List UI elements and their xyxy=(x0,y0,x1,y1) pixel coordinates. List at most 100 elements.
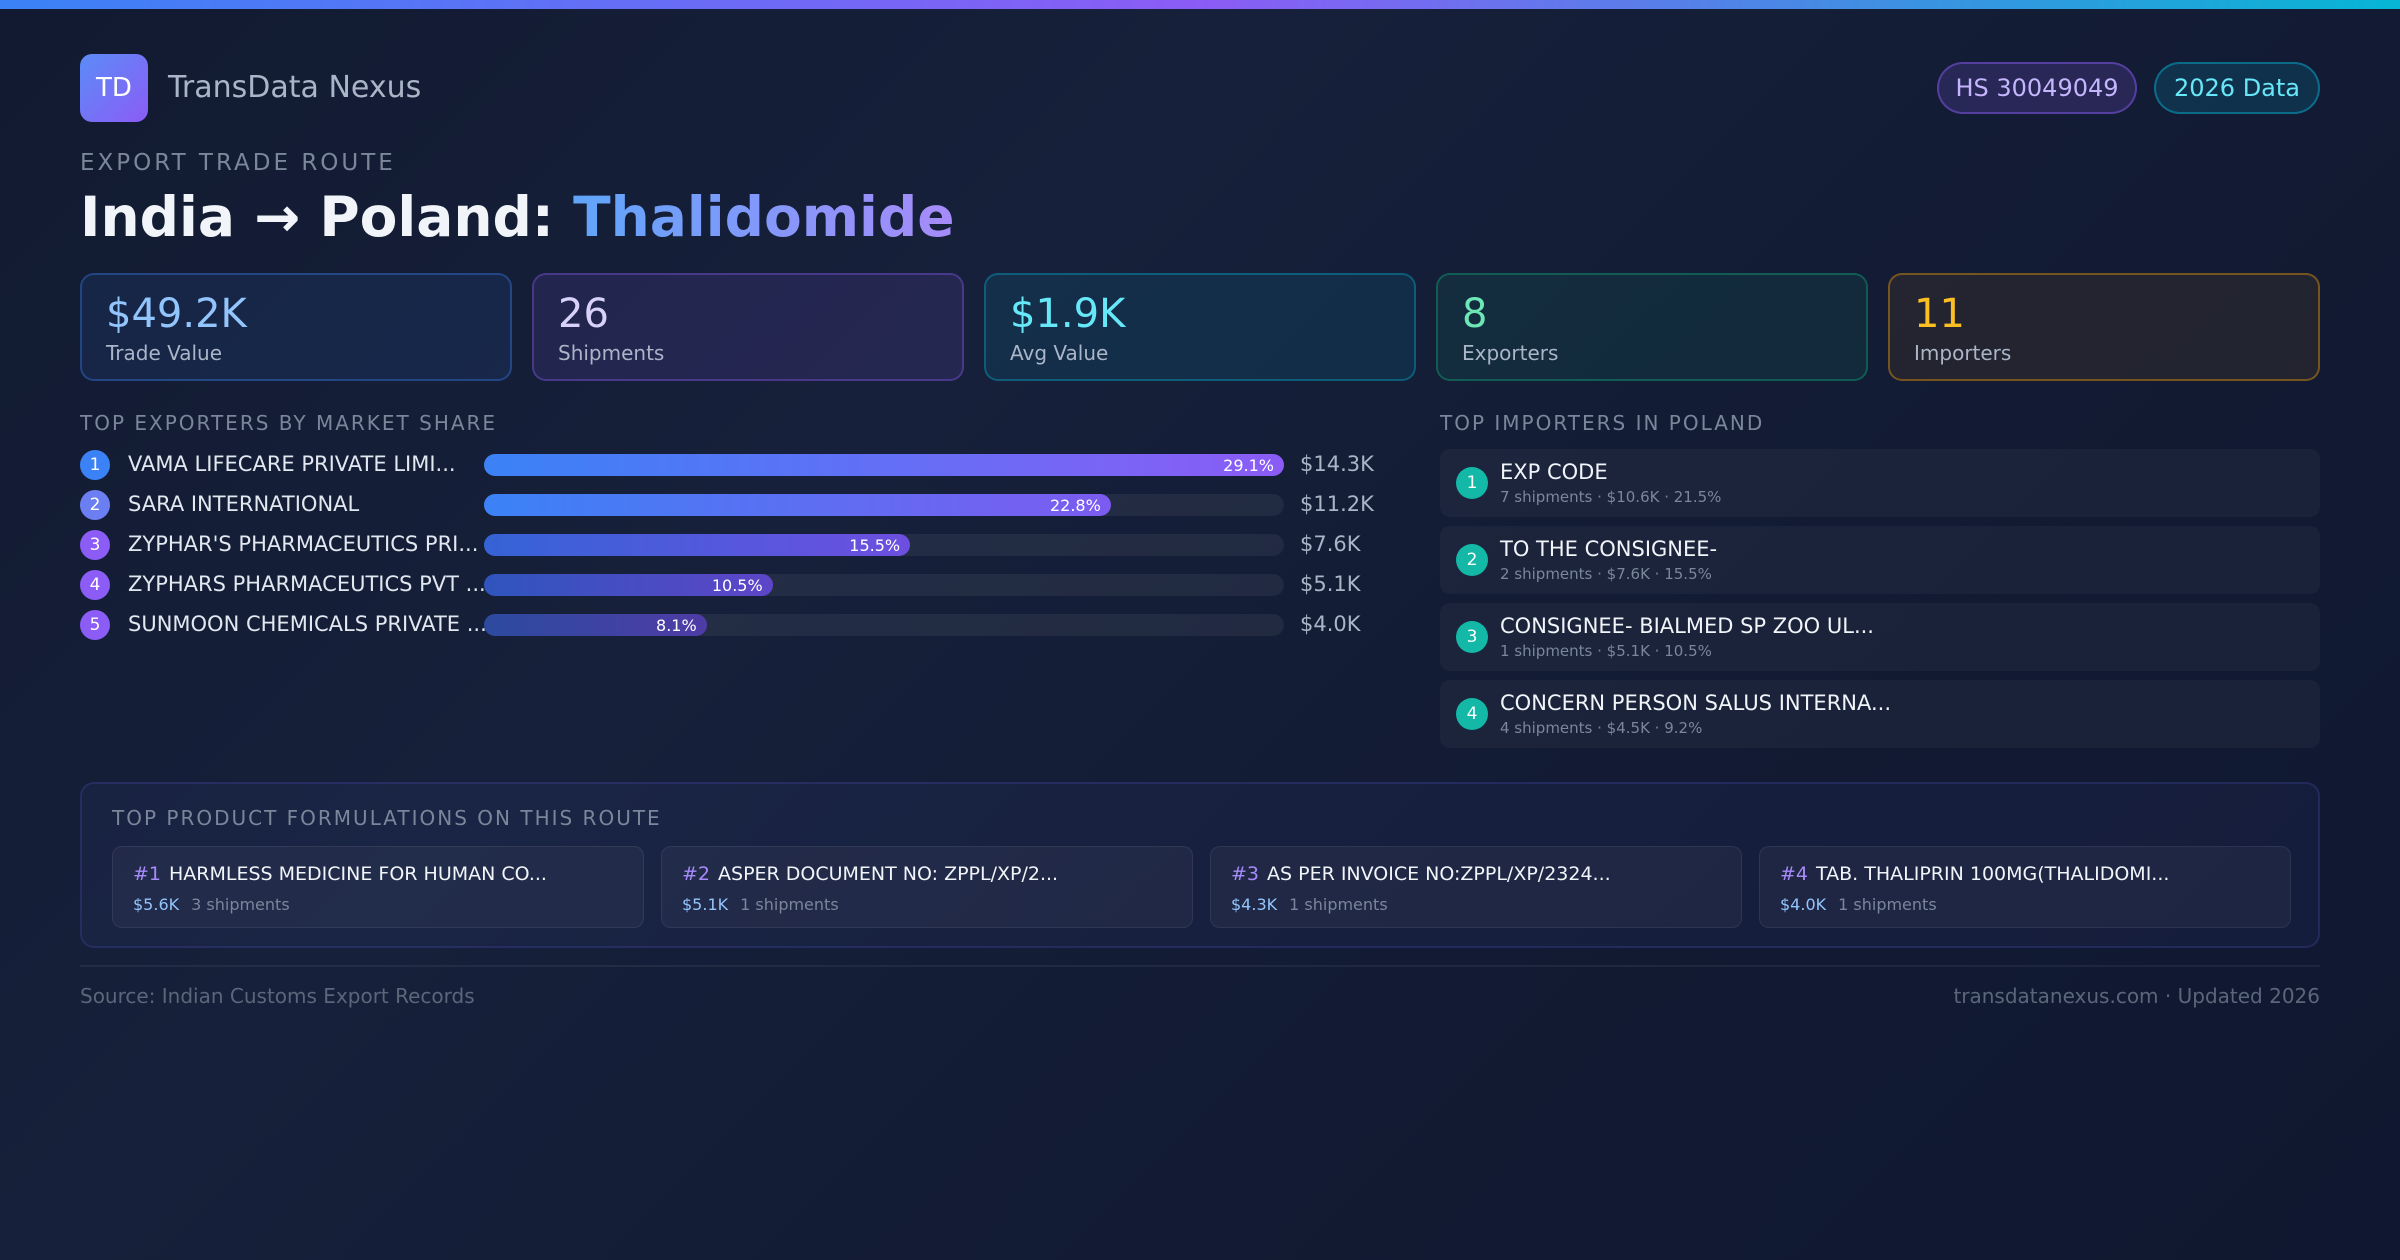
stat-label: Shipments xyxy=(558,341,665,365)
formulation-name: HARMLESS MEDICINE FOR HUMAN CO... xyxy=(169,863,547,885)
exporter-row[interactable]: 1 VAMA LIFECARE PRIVATE LIMI... 29.1% $1… xyxy=(80,450,1440,480)
data-year-badge[interactable]: 2026 Data xyxy=(2154,62,2320,114)
formulation-value: $5.6K xyxy=(133,895,180,914)
exporter-row[interactable]: 5 SUNMOON CHEMICALS PRIVATE ... 8.1% $4.… xyxy=(80,610,1440,640)
share-label: 29.1% xyxy=(1223,455,1274,475)
formulation-name: ASPER DOCUMENT NO: ZPPL/XP/2... xyxy=(718,863,1059,885)
importers-section-title: TOP IMPORTERS IN POLAND xyxy=(1440,411,1765,435)
importer-card[interactable]: 3 CONSIGNEE- BIALMED SP ZOO UL... 1 ship… xyxy=(1440,603,2320,671)
rank-badge: 2 xyxy=(80,490,110,520)
dashboard-page: TD TransData Nexus HS 30049049 2026 Data… xyxy=(80,0,2320,1260)
formulation-card[interactable]: #1 HARMLESS MEDICINE FOR HUMAN CO... $5.6… xyxy=(112,846,644,928)
exporter-name: VAMA LIFECARE PRIVATE LIMI... xyxy=(128,452,456,476)
formulation-value: $4.3K xyxy=(1231,895,1278,914)
formulation-meta: $4.0K 1 shipments xyxy=(1780,895,1937,914)
exporter-name: ZYPHARS PHARMACEUTICS PVT ... xyxy=(128,572,486,596)
formulation-value: $5.1K xyxy=(682,895,729,914)
page-title: India → Poland: Thalidomide xyxy=(80,185,955,249)
stat-value: 26 xyxy=(558,291,609,337)
importer-card[interactable]: 1 EXP CODE 7 shipments · $10.6K · 21.5% xyxy=(1440,449,2320,517)
importer-card[interactable]: 2 TO THE CONSIGNEE- 2 shipments · $7.6K … xyxy=(1440,526,2320,594)
formulations-section-title: TOP PRODUCT FORMULATIONS ON THIS ROUTE xyxy=(112,806,662,830)
rank-badge: 3 xyxy=(1456,621,1488,653)
exporter-value: $14.3K xyxy=(1300,452,1374,476)
rank-badge: 5 xyxy=(80,610,110,640)
stat-value: 11 xyxy=(1914,291,1965,337)
rank-badge: 2 xyxy=(1456,544,1488,576)
stat-card-shipments: 26 Shipments xyxy=(532,273,964,381)
formulation-shipments: 1 shipments xyxy=(1838,895,1937,914)
brand-name[interactable]: TransData Nexus xyxy=(168,70,422,105)
share-bar-track: 22.8% xyxy=(484,494,1284,516)
rank-badge: 4 xyxy=(80,570,110,600)
stat-card-trade-value: $49.2K Trade Value xyxy=(80,273,512,381)
formulation-value: $4.0K xyxy=(1780,895,1827,914)
formulation-meta: $5.1K 1 shipments xyxy=(682,895,839,914)
formulation-title: #2 ASPER DOCUMENT NO: ZPPL/XP/2... xyxy=(682,863,1058,885)
exporter-name: SUNMOON CHEMICALS PRIVATE ... xyxy=(128,612,487,636)
route-text: India → Poland: xyxy=(80,185,554,249)
formulation-name: TAB. THALIPRIN 100MG(THALIDOMI... xyxy=(1816,863,2170,885)
exporter-value: $5.1K xyxy=(1300,572,1361,596)
formulation-title: #1 HARMLESS MEDICINE FOR HUMAN CO... xyxy=(133,863,547,885)
exporter-value: $11.2K xyxy=(1300,492,1374,516)
exporter-row[interactable]: 2 SARA INTERNATIONAL 22.8% $11.2K xyxy=(80,490,1440,520)
share-label: 8.1% xyxy=(656,615,697,635)
importer-meta: 4 shipments · $4.5K · 9.2% xyxy=(1500,719,1703,737)
footer-site-link[interactable]: transdatanexus.com · Updated 2026 xyxy=(1953,984,2320,1008)
stat-value: 8 xyxy=(1462,291,1488,337)
header: TD TransData Nexus HS 30049049 2026 Data xyxy=(80,54,2320,122)
stat-card-exporters: 8 Exporters xyxy=(1436,273,1868,381)
brand-logo-text: TD xyxy=(96,73,132,103)
share-bar-fill: 15.5% xyxy=(484,534,911,556)
share-bar-fill: 29.1% xyxy=(484,454,1284,476)
importer-meta: 7 shipments · $10.6K · 21.5% xyxy=(1500,488,1722,506)
formulation-rank: #1 xyxy=(133,863,162,885)
importer-meta: 1 shipments · $5.1K · 10.5% xyxy=(1500,642,1712,660)
formulation-card[interactable]: #2 ASPER DOCUMENT NO: ZPPL/XP/2... $5.1K 1… xyxy=(661,846,1193,928)
rank-badge: 4 xyxy=(1456,698,1488,730)
stat-card-importers: 11 Importers xyxy=(1888,273,2320,381)
formulation-shipments: 1 shipments xyxy=(1289,895,1388,914)
stat-value: $1.9K xyxy=(1010,291,1126,337)
importer-name: CONCERN PERSON SALUS INTERNA... xyxy=(1500,691,1892,715)
rank-badge: 3 xyxy=(80,530,110,560)
stat-label: Avg Value xyxy=(1010,341,1109,365)
page-eyebrow: EXPORT TRADE ROUTE xyxy=(80,150,396,176)
formulation-rank: #2 xyxy=(682,863,711,885)
share-label: 22.8% xyxy=(1049,495,1101,515)
footer-source: Source: Indian Customs Export Records xyxy=(80,984,475,1008)
formulation-name: AS PER INVOICE NO:ZPPL/XP/2324... xyxy=(1267,863,1611,885)
formulation-meta: $4.3K 1 shipments xyxy=(1231,895,1388,914)
stat-label: Importers xyxy=(1914,341,2012,365)
stat-label: Exporters xyxy=(1462,341,1559,365)
share-bar-fill: 10.5% xyxy=(484,574,773,596)
formulation-rank: #3 xyxy=(1231,863,1260,885)
stat-value: $49.2K xyxy=(106,291,247,337)
exporter-row[interactable]: 4 ZYPHARS PHARMACEUTICS PVT ... 10.5% $5… xyxy=(80,570,1440,600)
importer-name: CONSIGNEE- BIALMED SP ZOO UL... xyxy=(1500,614,1874,638)
hs-code-badge[interactable]: HS 30049049 xyxy=(1937,62,2137,114)
stat-label: Trade Value xyxy=(106,341,223,365)
formulation-title: #4 TAB. THALIPRIN 100MG(THALIDOMI... xyxy=(1780,863,2169,885)
brand-logo[interactable]: TD xyxy=(80,54,148,122)
importer-name: EXP CODE xyxy=(1500,460,1608,484)
share-label: 15.5% xyxy=(849,535,901,555)
share-label: 10.5% xyxy=(711,575,763,595)
importer-card[interactable]: 4 CONCERN PERSON SALUS INTERNA... 4 ship… xyxy=(1440,680,2320,748)
product-name: Thalidomide xyxy=(573,185,955,249)
formulation-shipments: 1 shipments xyxy=(740,895,839,914)
footer-divider xyxy=(80,965,2320,967)
importer-meta: 2 shipments · $7.6K · 15.5% xyxy=(1500,565,1712,583)
share-bar-fill: 8.1% xyxy=(484,614,707,636)
share-bar-track: 10.5% xyxy=(484,574,1284,596)
exporter-value: $7.6K xyxy=(1300,532,1361,556)
exporter-name: SARA INTERNATIONAL xyxy=(128,492,360,516)
stat-card-avg-value: $1.9K Avg Value xyxy=(984,273,1416,381)
formulation-card[interactable]: #3 AS PER INVOICE NO:ZPPL/XP/2324... $4.3… xyxy=(1210,846,1742,928)
formulation-shipments: 3 shipments xyxy=(191,895,290,914)
formulation-card[interactable]: #4 TAB. THALIPRIN 100MG(THALIDOMI... $4.0… xyxy=(1759,846,2291,928)
rank-badge: 1 xyxy=(80,450,110,480)
top-accent-stripe xyxy=(0,0,2400,9)
exporter-row[interactable]: 3 ZYPHAR'S PHARMACEUTICS PRI... 15.5% $7… xyxy=(80,530,1440,560)
